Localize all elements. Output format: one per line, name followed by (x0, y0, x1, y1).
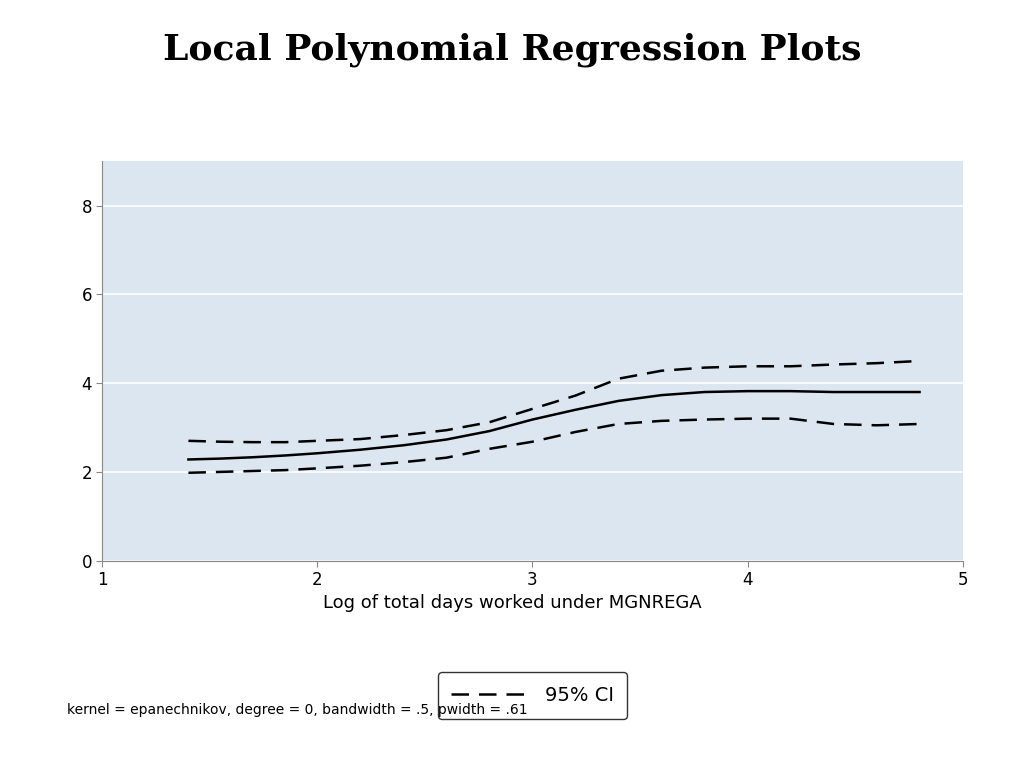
Text: Local Polynomial Regression Plots: Local Polynomial Regression Plots (163, 33, 861, 67)
Legend: 95% CI: 95% CI (437, 673, 628, 719)
Text: kernel = epanechnikov, degree = 0, bandwidth = .5, pwidth = .61: kernel = epanechnikov, degree = 0, bandw… (67, 703, 527, 717)
Text: Log of total days worked under MGNREGA: Log of total days worked under MGNREGA (323, 594, 701, 612)
